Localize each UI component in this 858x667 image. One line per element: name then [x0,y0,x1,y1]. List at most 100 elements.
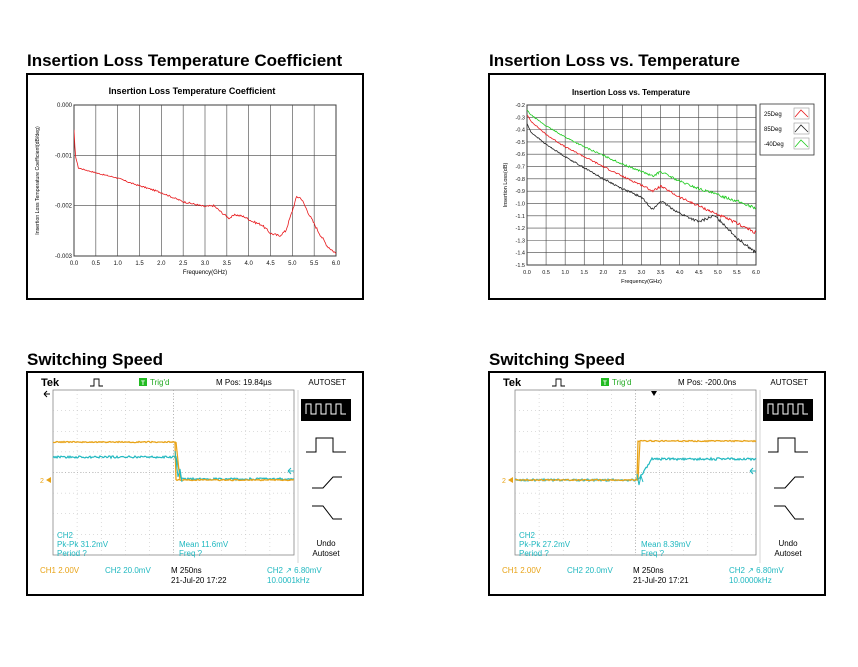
multi-cycle-icon [305,403,346,415]
data-point [253,221,254,222]
ch2-measure-label: CH2 [519,531,536,540]
legend-swatch [794,124,809,133]
data-point [641,171,642,172]
x-axis-label: Frequency(GHz) [621,279,662,285]
data-point [584,146,585,147]
series-line-25deg [527,114,756,234]
trigger-level-marker [287,467,294,475]
tek-brand: Tek [503,377,522,389]
date-time-readout: 21-Jul-20 17:21 [633,576,689,585]
chart-title: Insertion Loss vs. Temperature [572,88,691,97]
y-tick-label: -0.001 [55,153,73,159]
freq-readout: Freq ? [641,549,665,558]
series-group [527,109,756,254]
data-point [75,155,76,156]
data-point [270,233,271,234]
data-point [205,206,206,207]
data-point [721,222,722,223]
undo-autoset-label-2: Autoset [774,549,802,558]
data-point [603,155,604,156]
date-time-readout: 21-Jul-20 17:22 [171,576,227,585]
y-tick-label: -1.4 [516,251,525,257]
data-point [530,121,531,122]
ch2-edge-ringing [174,450,183,483]
data-point [546,134,547,135]
ch1-waveform [514,439,757,482]
x-tick-label: 3.0 [638,270,646,276]
y-tick-label: -0.3 [516,115,525,121]
ch1-ground-arrow [508,477,513,483]
trigger-frequency-readout: 10.0001kHz [267,576,310,585]
data-point [679,197,680,198]
ch1-ground-marker: 2 [502,478,506,485]
data-point [279,235,280,236]
x-tick-label: 4.0 [676,270,684,276]
trigger-status-text: Trig'd [612,378,631,387]
series-line-85deg [527,123,756,254]
data-point [100,174,101,175]
data-point [244,216,245,217]
data-point [296,196,297,197]
x-tick-label: 5.5 [310,261,319,267]
trigger-status-text: Trig'd [150,378,169,387]
oscilloscope-screen-left: Tek T Trig'd M Pos: 19.84µs AUTOSET 2 CH2Pk-Pk… [40,377,351,585]
x-tick-label: 2.5 [179,261,188,267]
data-point [161,192,162,193]
x-tick-label: 3.5 [223,261,232,267]
data-point [660,201,661,202]
x-tick-label: 5.0 [288,261,297,267]
data-point [603,166,604,167]
x-tick-label: 6.0 [752,270,760,276]
heading-il-temp-coefficient: Insertion Loss Temperature Coefficient [27,51,343,70]
series-group [74,129,336,254]
heading-il-vs-temperature: Insertion Loss vs. Temperature [489,51,740,70]
data-point [546,126,547,127]
timebase-readout: M 250ns [171,566,202,575]
y-tick-label: 0.000 [57,103,73,109]
x-tick-label: 4.5 [695,270,703,276]
x-tick-label: 5.5 [733,270,741,276]
legend-swatch-box [793,107,810,120]
autoset-title: AUTOSET [770,378,808,387]
scope-frame-left: Tek T Trig'd M Pos: 19.84µs AUTOSET 2 CH2 Pk-Pk… [26,371,364,596]
data-point [229,218,230,219]
chart-il-vs-temperature: 0.0 0.5 1.0 1.5 2.0 2.5 3.0 3.5 4.0 4.5 5.0 5.5 6.0 -… [503,88,815,285]
chart-frame-il-vs-temperature: 0.0 0.5 1.0 1.5 2.0 2.5 3.0 3.5 4.0 4.5 5.0 5.5 6.0 -… [488,73,826,300]
ch2-scale-readout: CH2 20.0mV [105,566,151,575]
ch2-measure-label: CH2 [57,531,74,540]
m-pos-readout: M Pos: 19.84µs [216,378,272,387]
data-point [653,191,654,192]
trigger-level-marker [749,467,756,475]
y-tick-label: -1.5 [516,263,525,269]
series-line--40deg [527,109,756,210]
x-tick-label: 1.5 [135,261,144,267]
legend-swatch [794,139,809,148]
multi-cycle-icon [767,403,808,415]
chart-frame-il-coefficient: 0.0 0.5 1.0 1.5 2.0 2.5 3.0 3.5 4.0 4.5 5.0 5.5 6.0 0… [26,73,364,300]
data-point [318,231,319,232]
x-tick-label: 2.0 [157,261,166,267]
chart-il-coefficient: 0.0 0.5 1.0 1.5 2.0 2.5 3.0 3.5 4.0 4.5 5.0 5.5 6.0 0… [35,86,341,276]
data-point [222,213,223,214]
data-point [698,188,699,189]
x-tick-label: 3.0 [201,261,210,267]
legend-swatch-box [793,122,810,135]
trigger-status-glyph: T [141,381,145,387]
data-point [530,132,531,133]
data-point [301,198,302,199]
x-tick-label: 3.5 [657,270,665,276]
x-tick-label: 0.0 [70,261,79,267]
y-tick-label: -1.2 [516,226,525,232]
rising-edge-icon [774,476,804,489]
period-readout: Period ? [57,549,87,558]
acquisition-icon [90,378,103,387]
data-point [737,201,738,202]
period-readout: Period ? [519,549,549,558]
y-tick-label: -0.2 [516,103,525,109]
data-point [737,238,738,239]
pk-pk-readout: Pk-Pk 31.2mV [57,540,109,549]
ch1-waveform [52,440,295,482]
data-point [679,181,680,182]
data-point [565,137,566,138]
data-point [641,197,642,198]
